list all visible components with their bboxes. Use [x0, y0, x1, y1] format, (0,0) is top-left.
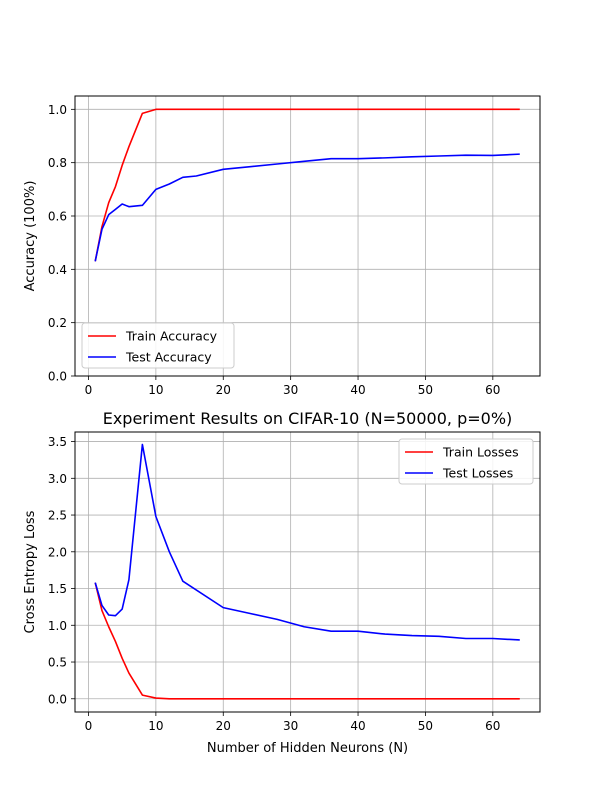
accuracy-y-tick-label: 0.4 [48, 263, 67, 277]
loss-x-tick-label: 40 [350, 719, 365, 733]
loss-x-tick-label: 50 [418, 719, 433, 733]
loss-y-tick-label: 1.0 [48, 619, 67, 633]
loss-legend: Train Losses Test Losses [398, 438, 534, 485]
loss-x-axis-label: Number of Hidden Neurons (N) [207, 741, 408, 756]
loss-y-tick-label: 0.5 [48, 656, 67, 670]
loss-legend-label-train-losses: Train Losses [442, 445, 519, 460]
accuracy-y-tick-label: 1.0 [48, 103, 67, 117]
accuracy-x-tick-label: 30 [283, 383, 298, 397]
accuracy-x-ticks: 0 10 20 30 40 50 60 [85, 376, 500, 397]
accuracy-legend: Train Accuracy Test Accuracy [81, 322, 235, 369]
loss-title: Experiment Results on CIFAR-10 (N=50000,… [103, 409, 513, 428]
accuracy-legend-label-train-accuracy: Train Accuracy [125, 329, 218, 344]
accuracy-x-tick-label: 40 [350, 383, 365, 397]
loss-line-train-losses [94, 582, 520, 700]
accuracy-x-tick-label: 50 [418, 383, 433, 397]
accuracy-y-tick-label: 0.2 [48, 316, 67, 330]
accuracy-legend-label-test-accuracy: Test Accuracy [125, 350, 212, 365]
loss-y-tick-label: 3.0 [48, 472, 67, 486]
accuracy-x-tick-label: 20 [216, 383, 231, 397]
accuracy-y-tick-label: 0.0 [48, 370, 67, 384]
accuracy-line-train-accuracy [94, 108, 520, 262]
loss-y-tick-label: 2.0 [48, 545, 67, 559]
accuracy-y-tick-label: 0.8 [48, 156, 67, 170]
loss-axes-frame [74, 431, 541, 713]
loss-series [94, 443, 520, 700]
loss-chart: 0 10 20 30 40 50 60 0.0 0.5 1.0 1.5 2.0 2.5 3.0 3.5 E… [23, 409, 541, 756]
loss-y-tick-label: 2.5 [48, 509, 67, 523]
accuracy-x-tick-label: 0 [85, 383, 93, 397]
accuracy-x-tick-label: 60 [485, 383, 500, 397]
accuracy-line-test-accuracy [94, 153, 520, 262]
accuracy-legend-box [81, 322, 235, 369]
loss-y-tick-label: 3.5 [48, 435, 67, 449]
loss-x-tick-label: 30 [283, 719, 298, 733]
accuracy-y-axis-label: Accuracy (100%) [23, 181, 38, 292]
accuracy-chart: 0 10 20 30 40 50 60 0.0 0.2 0.4 0.6 0.8 1.0 Accurac… [23, 95, 541, 397]
loss-legend-label-test-losses: Test Losses [442, 466, 513, 481]
accuracy-series [94, 108, 520, 262]
loss-y-ticks: 0.0 0.5 1.0 1.5 2.0 2.5 3.0 3.5 [48, 435, 75, 706]
loss-x-tick-label: 0 [85, 719, 93, 733]
loss-line-test-losses [94, 443, 520, 641]
accuracy-axes-frame [74, 95, 541, 377]
accuracy-x-tick-label: 10 [148, 383, 163, 397]
loss-x-tick-label: 10 [148, 719, 163, 733]
loss-y-tick-label: 1.5 [48, 582, 67, 596]
loss-y-tick-label: 0.0 [48, 692, 67, 706]
loss-x-ticks: 0 10 20 30 40 50 60 [85, 712, 500, 733]
loss-x-tick-label: 60 [485, 719, 500, 733]
loss-x-tick-label: 20 [216, 719, 231, 733]
accuracy-y-ticks: 0.0 0.2 0.4 0.6 0.8 1.0 [48, 103, 75, 384]
loss-y-axis-label: Cross Entropy Loss [23, 510, 38, 633]
accuracy-y-tick-label: 0.6 [48, 210, 67, 224]
